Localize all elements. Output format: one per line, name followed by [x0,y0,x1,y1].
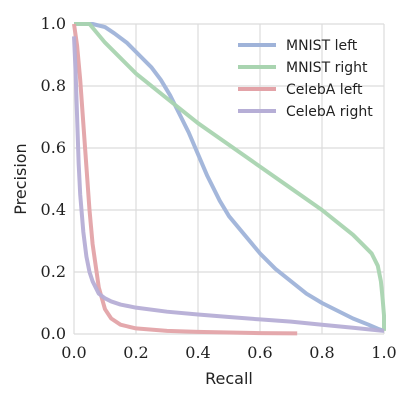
legend-label: CelebA left [286,82,363,98]
x-tick-label: 0.0 [61,343,86,362]
y-tick-label: 1.0 [41,14,66,33]
legend-label: CelebA right [286,104,373,120]
y-tick-label: 0.4 [41,200,66,219]
plot-area [74,24,384,334]
x-tick-label: 0.6 [247,343,272,362]
legend: MNIST left MNIST right CelebA left CelebA r… [238,38,373,120]
x-tick-label: 0.2 [123,343,148,362]
y-tick-label: 0.6 [41,138,66,157]
series-lines [72,22,386,336]
x-axis-label: Recall [205,369,253,388]
grid-lines [73,23,385,335]
series-line-mnist-right [74,22,386,331]
x-tick-label: 1.0 [371,343,396,362]
y-tick-label: 0.8 [41,76,66,95]
series-line-celeba-left [72,23,298,336]
legend-label: MNIST left [286,38,358,54]
y-tick-label: 0.2 [41,262,66,281]
legend-label: MNIST right [286,60,368,76]
y-tick-label: 0.0 [41,324,66,343]
tick-labels: 0.0 0.2 0.4 0.6 0.8 1.0 0.0 0.2 0.4 0.6 0.8 1.0 [41,14,397,362]
x-tick-label: 0.4 [185,343,210,362]
x-tick-label: 0.8 [309,343,334,362]
y-axis-label: Precision [11,143,30,214]
series-line-celeba-right [72,36,385,333]
series-line-mnist-left [74,22,385,333]
